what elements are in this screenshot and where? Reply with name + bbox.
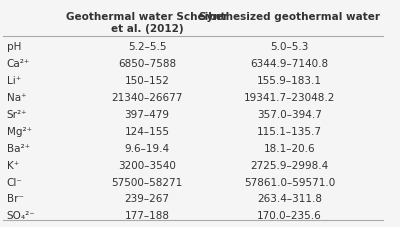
- Text: 155.9–183.1: 155.9–183.1: [257, 76, 322, 86]
- Text: 170.0–235.6: 170.0–235.6: [257, 210, 322, 220]
- Text: Br⁻: Br⁻: [6, 194, 24, 204]
- Text: 9.6–19.4: 9.6–19.4: [124, 143, 170, 153]
- Text: 150–152: 150–152: [125, 76, 170, 86]
- Text: Cl⁻: Cl⁻: [6, 177, 22, 187]
- Text: Na⁺: Na⁺: [6, 93, 26, 103]
- Text: 57500–58271: 57500–58271: [112, 177, 183, 187]
- Text: 5.2–5.5: 5.2–5.5: [128, 42, 166, 52]
- Text: 263.4–311.8: 263.4–311.8: [257, 194, 322, 204]
- Text: 115.1–135.7: 115.1–135.7: [257, 126, 322, 136]
- Text: 5.0–5.3: 5.0–5.3: [270, 42, 309, 52]
- Text: pH: pH: [6, 42, 21, 52]
- Text: 239–267: 239–267: [125, 194, 170, 204]
- Text: 357.0–394.7: 357.0–394.7: [257, 109, 322, 119]
- Text: 6850–7588: 6850–7588: [118, 59, 176, 69]
- Text: SO₄²⁻: SO₄²⁻: [6, 210, 35, 220]
- Text: Mg²⁺: Mg²⁺: [6, 126, 32, 136]
- Text: K⁺: K⁺: [6, 160, 19, 170]
- Text: Ca²⁺: Ca²⁺: [6, 59, 30, 69]
- Text: Synthesized geothermal water: Synthesized geothermal water: [199, 12, 380, 22]
- Text: 3200–3540: 3200–3540: [118, 160, 176, 170]
- Text: Geothermal water Scheiber
et al. (2012): Geothermal water Scheiber et al. (2012): [66, 12, 228, 34]
- Text: 177–188: 177–188: [125, 210, 170, 220]
- Text: Ba²⁺: Ba²⁺: [6, 143, 30, 153]
- Text: 57861.0–59571.0: 57861.0–59571.0: [244, 177, 335, 187]
- Text: 21340–26677: 21340–26677: [112, 93, 183, 103]
- Text: 397–479: 397–479: [125, 109, 170, 119]
- Text: 124–155: 124–155: [125, 126, 170, 136]
- Text: 6344.9–7140.8: 6344.9–7140.8: [250, 59, 329, 69]
- Text: 18.1–20.6: 18.1–20.6: [264, 143, 316, 153]
- Text: 2725.9–2998.4: 2725.9–2998.4: [250, 160, 329, 170]
- Text: Sr²⁺: Sr²⁺: [6, 109, 27, 119]
- Text: Li⁺: Li⁺: [6, 76, 21, 86]
- Text: 19341.7–23048.2: 19341.7–23048.2: [244, 93, 335, 103]
